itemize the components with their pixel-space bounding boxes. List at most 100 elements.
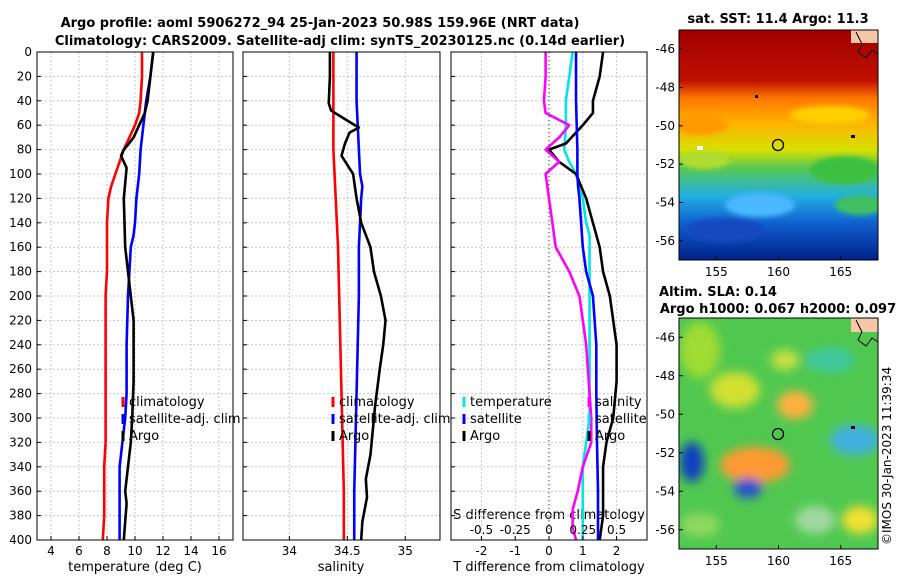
temperature-panel: 4 6 8 10 12 14 1602040608010012014016018020022… xyxy=(9,45,234,558)
sla-map-title-line2: Argo h1000: 0.067 h2000: 0.097 xyxy=(660,302,896,317)
t-difference-xlabel: T difference from climatology xyxy=(452,560,645,575)
main-title-line1: Argo profile: aoml 5906272_94 25-Jan-202… xyxy=(61,16,580,31)
sst_map-xtick-label: 160 xyxy=(767,265,790,279)
s-difference-tick-label: 0 xyxy=(545,523,553,537)
sla_map-xtick-label: 160 xyxy=(767,554,790,568)
sst_map-axes: 155 160 165 -46 -48 -50 -52 -54 -56 xyxy=(655,42,852,279)
s-difference-tick-label: 0.5 xyxy=(607,523,626,537)
sst_map-xtick-label: 165 xyxy=(829,265,852,279)
pressure-ytick-label: 340 xyxy=(9,460,32,474)
temperature-xtick-label: 16 xyxy=(211,544,226,558)
sst_map-ytick-label: -52 xyxy=(655,157,675,171)
temperature-xtick-label: 12 xyxy=(155,544,170,558)
temperature-legend-label: Argo xyxy=(129,429,159,444)
sst-map-title: sat. SST: 11.4 Argo: 11.3 xyxy=(687,12,868,27)
difference-panel: -2 -1 0 1 2 -0.5 -0.25 0 0.25 0.5 xyxy=(450,51,648,558)
imos-timestamp-watermark: ©IMOS 30-Jan-2023 11:39:34 xyxy=(880,367,894,545)
difference-series-s-argo-clim xyxy=(542,52,593,541)
difference-legend-temperature-label: temperature xyxy=(470,395,552,410)
sst_map-ytick-label: -50 xyxy=(655,119,675,133)
difference-legend-salinity-label: Argo xyxy=(595,429,625,444)
sla_map-ytick-label: -50 xyxy=(655,407,675,421)
salinity-xtick-label: 35 xyxy=(398,544,413,558)
difference-legend-salinity-label: satellite xyxy=(595,412,647,427)
pressure-ytick-label: 60 xyxy=(17,118,32,132)
salinity-series-climatology xyxy=(332,52,346,540)
sst-map xyxy=(679,30,878,260)
temperature-xtick-label: 10 xyxy=(127,544,142,558)
sla_map-ytick-label: -48 xyxy=(655,369,675,383)
pressure-ytick-label: 140 xyxy=(9,216,32,230)
sst_map-ytick-label: -54 xyxy=(655,196,675,210)
s-difference-tick-label: -0.25 xyxy=(500,523,531,537)
salinity-legend-label: satellite-adj. clim xyxy=(339,412,451,427)
pressure-ytick-label: 0 xyxy=(24,45,32,59)
salinity-xtick-label: 34 xyxy=(282,544,297,558)
pressure-ytick-label: 280 xyxy=(9,387,32,401)
s-difference-tick-label: -0.5 xyxy=(470,523,493,537)
pressure-ytick-label: 240 xyxy=(9,338,32,352)
temperature-xtick-label: 6 xyxy=(75,544,83,558)
salinity-legend: climatology satellite-adj. clim Argo xyxy=(331,395,451,444)
difference-legend-temperature-label: Argo xyxy=(470,429,500,444)
pressure-ytick-label: 160 xyxy=(9,240,32,254)
pressure-ytick-label: 100 xyxy=(9,167,32,181)
sst-argo-location-marker xyxy=(771,138,785,152)
temperature-series-argo xyxy=(119,51,155,541)
sst_map-ytick-label: -48 xyxy=(655,81,675,95)
sla-map-title-line1: Altim. SLA: 0.14 xyxy=(659,285,777,300)
difference-legend-salinity-label: salinity xyxy=(595,395,642,410)
sla_map-xtick-label: 155 xyxy=(705,554,728,568)
difference-legend-temperature: temperature satellite Argo xyxy=(462,395,552,444)
sla_map-ytick-label: -54 xyxy=(655,484,675,498)
sla_map-axes: 155 160 165 -46 -48 -50 -52 -54 -56 xyxy=(655,330,852,568)
difference-xtick-label: -2 xyxy=(475,544,487,558)
difference-xtick-label: 0 xyxy=(545,544,553,558)
temperature-xtick-label: 4 xyxy=(47,544,55,558)
difference-legend-salinity: salinity satellite Argo xyxy=(587,395,647,444)
salinity-series-satellite-adj-clim xyxy=(352,52,364,540)
pressure-ytick-label: 40 xyxy=(17,94,32,108)
s-difference-tick-label: 0.25 xyxy=(569,523,596,537)
pressure-ytick-label: 400 xyxy=(9,533,32,547)
main-title-line2: Climatology: CARS2009. Satellite-adj cli… xyxy=(55,34,625,49)
sla_map-xtick-label: 165 xyxy=(829,554,852,568)
temperature-xtick-label: 14 xyxy=(183,544,198,558)
temperature-xtick-label: 8 xyxy=(103,544,111,558)
pressure-ytick-label: 380 xyxy=(9,509,32,523)
pressure-ytick-label: 220 xyxy=(9,313,32,327)
temperature-legend-label: climatology xyxy=(129,395,205,410)
temperature-legend-label: satellite-adj. clim xyxy=(129,412,241,427)
sla_map-ytick-label: -56 xyxy=(655,523,675,537)
temperature-series-climatology xyxy=(101,52,144,541)
salinity-xtick-label: 34.5 xyxy=(334,544,361,558)
sla-map xyxy=(679,318,878,549)
temperature-legend: climatology satellite-adj. clim Argo xyxy=(121,395,241,444)
temperature-xlabel: temperature (deg C) xyxy=(68,560,202,575)
difference-series-t-argo-clim xyxy=(547,51,618,541)
pressure-ytick-label: 20 xyxy=(17,69,32,83)
pressure-ytick-label: 320 xyxy=(9,435,32,449)
pressure-ytick-label: 300 xyxy=(9,411,32,425)
temperature-series-satellite-adj-clim xyxy=(118,51,155,540)
sla_map-ytick-label: -46 xyxy=(655,330,675,344)
sla-argo-location-marker xyxy=(771,427,785,441)
difference-xtick-label: 1 xyxy=(579,544,587,558)
pressure-ytick-label: 260 xyxy=(9,362,32,376)
pressure-ytick-label: 80 xyxy=(17,143,32,157)
sst_map-xtick-label: 155 xyxy=(705,265,728,279)
salinity-series-argo xyxy=(327,52,387,541)
sla_map-ytick-label: -52 xyxy=(655,446,675,460)
difference-xtick-label: 2 xyxy=(613,544,621,558)
difference-xtick-label: -1 xyxy=(509,544,521,558)
pressure-ytick-label: 200 xyxy=(9,289,32,303)
salinity-panel: 34 34.5 35 xyxy=(242,51,441,558)
pressure-ytick-label: 120 xyxy=(9,191,32,205)
pressure-ytick-label: 360 xyxy=(9,484,32,498)
difference-series-s-satellite-clim xyxy=(574,52,600,540)
salinity-legend-label: climatology xyxy=(339,395,415,410)
sst_map-ytick-label: -46 xyxy=(655,42,675,56)
salinity-xlabel: salinity xyxy=(318,560,365,575)
